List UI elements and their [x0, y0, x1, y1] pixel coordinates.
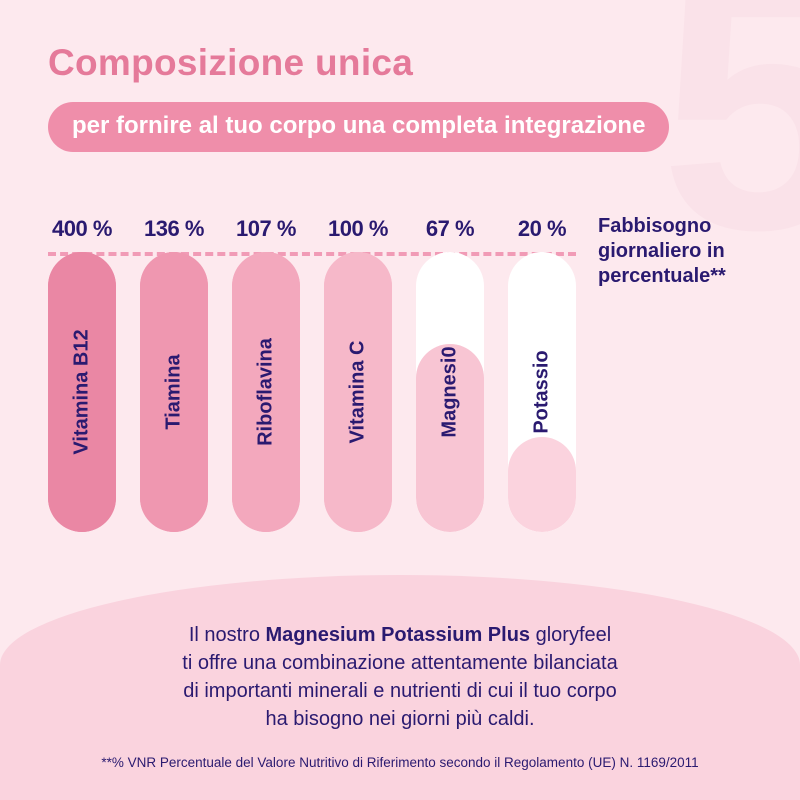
bar-name-label: Magnesi0 [439, 346, 462, 437]
bar-percent-label: 107 % [236, 216, 296, 242]
bar-name-label: Riboflavina [255, 338, 278, 446]
bar-col: 400 % Vitamina B12 [48, 216, 116, 532]
desc-pre: Il nostro [189, 624, 266, 646]
bar-percent-label: 400 % [52, 216, 112, 242]
bar-col: 67 % Magnesi0 [416, 216, 484, 532]
content-wrap: Composizione unica per fornire al tuo co… [0, 0, 800, 532]
bar-name-label: Vitamina C [347, 341, 370, 444]
bar-col: 107 % Riboflavina [232, 216, 300, 532]
bar-name-label: Vitamina B12 [71, 329, 94, 454]
footnote-text: **% VNR Percentuale del Valore Nutritivo… [60, 755, 740, 770]
bottom-panel: Il nostro Magnesium Potassium Plus glory… [0, 575, 800, 800]
subtitle-pill: per fornire al tuo corpo una completa in… [48, 102, 669, 152]
bar-percent-label: 67 % [426, 216, 474, 242]
bar-chart: 400 % Vitamina B12 136 % Tiamina 107 % Ribofl… [48, 216, 576, 532]
desc-bold: Magnesium Potassium Plus [266, 624, 531, 646]
bar-col: 20 % Potassio [508, 216, 576, 532]
bar-outer: Magnesi0 [416, 252, 484, 532]
bar-percent-label: 100 % [328, 216, 388, 242]
bar-outer: Vitamina B12 [48, 252, 116, 532]
chart-legend: Fabbisogno giornaliero in percentuale** [598, 214, 752, 289]
bar-outer: Potassio [508, 252, 576, 532]
page-title: Composizione unica [48, 42, 752, 84]
bar-outer: Vitamina C [324, 252, 392, 532]
bar-name-label: Potassio [531, 350, 554, 433]
bar-outer: Tiamina [140, 252, 208, 532]
bar-col: 100 % Vitamina C [324, 216, 392, 532]
description-text: Il nostro Magnesium Potassium Plus glory… [60, 621, 740, 733]
chart-row: 400 % Vitamina B12 136 % Tiamina 107 % Ribofl… [48, 216, 752, 532]
bar-col: 136 % Tiamina [140, 216, 208, 532]
bar-outer: Riboflavina [232, 252, 300, 532]
bar-percent-label: 20 % [518, 216, 566, 242]
reference-dashline [48, 252, 576, 256]
bar-percent-label: 136 % [144, 216, 204, 242]
bar-fill [508, 437, 576, 532]
bar-name-label: Tiamina [163, 354, 186, 429]
